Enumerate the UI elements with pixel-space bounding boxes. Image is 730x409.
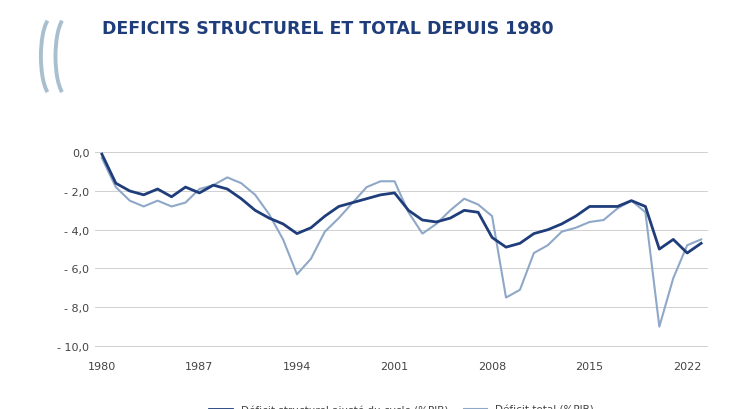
Text: DEFICITS STRUCTUREL ET TOTAL DEPUIS 1980: DEFICITS STRUCTUREL ET TOTAL DEPUIS 1980	[102, 20, 554, 38]
Legend: Déficit structurel ajusté du cycle (%PIB), Déficit total (%PIB): Déficit structurel ajusté du cycle (%PIB…	[205, 400, 598, 409]
